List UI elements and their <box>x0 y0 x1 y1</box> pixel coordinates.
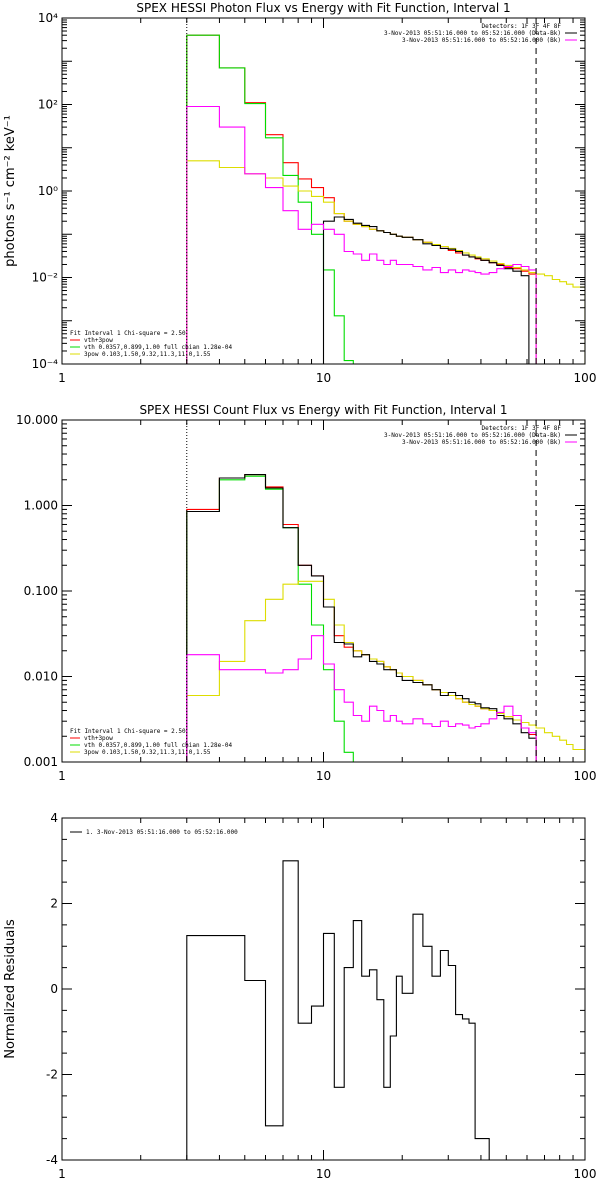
series-line-5 <box>186 635 537 762</box>
x-tick-label: 1 <box>58 769 66 783</box>
legend-left-entry: vth 0.0357,0.899,1.00 full chian 1.28e-0… <box>84 344 232 351</box>
x-tick-label: 100 <box>574 769 597 783</box>
y-tick-label: 2 <box>50 897 58 911</box>
plot-area <box>186 860 490 1160</box>
x-tick-label: 100 <box>574 1167 597 1181</box>
y-tick-label: 10² <box>38 98 58 112</box>
x-tick-label: 10 <box>316 769 331 783</box>
y-tick-label: 0 <box>50 982 58 996</box>
y-tick-label: 10⁻⁴ <box>32 357 59 371</box>
legend-right-entry: 3-Nov-2013 05:51:16.000 to 05:52:16.000 … <box>384 30 561 37</box>
chart-panel-3: 1 10 100 -4 -2 0 2 4 Normalized Residuals 1. 3-No… <box>3 811 596 1181</box>
legend-right-entry: Detectors: 1F 3F 4F 8F <box>482 425 562 432</box>
series-line-5 <box>186 105 537 364</box>
y-tick-label: 4 <box>50 811 58 825</box>
y-tick-label: -4 <box>46 1153 58 1167</box>
series-line-3 <box>186 580 585 762</box>
x-tick-label: 1 <box>58 1167 66 1181</box>
series-line-4 <box>322 216 530 364</box>
legend-right-entry: 3-Nov-2013 05:51:16.000 to 05:52:16.000 … <box>402 439 561 446</box>
legend-right-entry: 3-Nov-2013 05:51:16.000 to 05:52:16.000 … <box>384 432 561 439</box>
y-axis-label: photons s⁻¹ cm⁻² keV⁻¹ <box>3 115 18 267</box>
legend-left-entry: vth 0.0357,0.899,1.00 full chian 1.28e-0… <box>84 742 232 749</box>
legend-left-entry: Fit Interval 1 Chi-square = 2.50 <box>70 728 186 735</box>
legend-left-entry: vth+3pow <box>84 735 113 742</box>
chart-panel-2: 1 10 100 0.001 0.010 0.100 1.000 10.000 SPEX HES… <box>16 403 596 783</box>
y-tick-label: 0.010 <box>24 670 58 684</box>
y-tick-label: -2 <box>46 1068 58 1082</box>
x-tick-label: 10 <box>316 371 331 385</box>
y-tick-label: 0.100 <box>24 584 58 598</box>
y-tick-label: 1.000 <box>24 499 58 513</box>
series-line-1 <box>186 860 490 1160</box>
series-line-2 <box>186 34 362 364</box>
legend-left-entry: 3pow 0.103,1.50,9.32,11.3,11.0,1.55 <box>84 351 211 358</box>
legend-left-entry: vth+3pow <box>84 337 113 344</box>
chart-title: SPEX HESSI Count Flux vs Energy with Fit… <box>139 403 507 417</box>
x-tick-label: 100 <box>574 371 597 385</box>
x-tick-label: 10 <box>316 1167 331 1181</box>
series-line-4 <box>186 474 537 762</box>
y-tick-label: 10⁰ <box>38 184 58 198</box>
series-line-2 <box>186 475 362 762</box>
y-axis-label: Normalized Residuals <box>3 919 18 1059</box>
x-tick-label: 1 <box>58 371 66 385</box>
series-line-1 <box>186 34 537 364</box>
legend-right-entry: 3-Nov-2013 05:51:16.000 to 05:52:16.000 … <box>402 37 561 44</box>
plot-area <box>186 34 585 364</box>
y-tick-label: 0.001 <box>24 755 58 769</box>
chart-title: SPEX HESSI Photon Flux vs Energy with Fi… <box>136 1 510 15</box>
series-line-3 <box>186 160 585 364</box>
y-tick-label: 10⁻² <box>32 271 59 285</box>
legend-left-entry: 3pow 0.103,1.50,9.32,11.3,11.0,1.55 <box>84 749 211 756</box>
y-tick-label: 10.000 <box>16 413 58 427</box>
legend-left-entry: Fit Interval 1 Chi-square = 2.50 <box>70 330 186 337</box>
chart-panel-1: 1 10 100 10⁻⁴ 10⁻² 10⁰ 10² 10⁴ SPEX HESSI Photon… <box>3 1 596 385</box>
plot-area <box>186 474 585 762</box>
legend-left-entry: 1. 3-Nov-2013 05:51:16.000 to 05:52:16.0… <box>86 829 238 836</box>
legend-right-entry: Detectors: 1F 3F 4F 8F <box>482 23 562 30</box>
y-tick-label: 10⁴ <box>38 11 58 25</box>
